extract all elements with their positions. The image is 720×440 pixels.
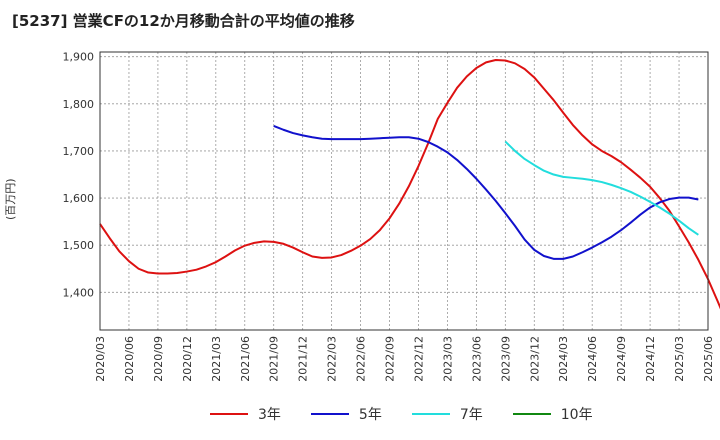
x-tick-label: 2020/12 — [181, 336, 194, 382]
series-line-5年 — [273, 125, 699, 260]
x-tick-label: 2021/12 — [297, 336, 310, 382]
legend-item: 10年 — [512, 404, 593, 424]
series-lines — [99, 59, 720, 310]
legend-label: 3年 — [258, 407, 281, 423]
y-tick-label: 1,700 — [63, 145, 95, 158]
y-tick-label: 1,900 — [63, 51, 95, 64]
x-tick-label: 2024/09 — [615, 336, 628, 382]
x-tick-label: 2022/12 — [412, 336, 425, 382]
legend-item: 5年 — [310, 404, 382, 424]
y-tick-label: 1,500 — [63, 239, 95, 252]
x-tick-labels: 2020/03 2020/06 2020/09 2020/12 2021/03 2021/… — [94, 336, 715, 382]
legend-swatch — [512, 413, 551, 415]
legend-swatch — [310, 413, 349, 415]
y-tick-labels: 1,400 1,500 1,600 1,700 1,800 1,900 — [63, 51, 95, 300]
x-tick-label: 2020/06 — [123, 336, 136, 382]
x-tick-label: 2024/03 — [557, 336, 570, 382]
x-tick-label: 2021/09 — [268, 336, 281, 382]
x-tick-label: 2022/09 — [384, 336, 397, 382]
x-tick-label: 2024/12 — [644, 336, 657, 382]
x-tick-label: 2023/03 — [441, 336, 454, 382]
y-tick-label: 1,800 — [63, 98, 95, 111]
page-title: [5237] 営業CFの12か月移動合計の平均値の推移 — [12, 12, 355, 30]
legend: 3年 5年 7年 10年 — [210, 404, 593, 424]
x-tick-label: 2021/03 — [210, 336, 223, 382]
x-tick-label: 2022/06 — [355, 336, 368, 382]
legend-swatch — [411, 413, 450, 415]
legend-label: 10年 — [560, 407, 593, 423]
y-tick-label: 1,400 — [63, 286, 95, 299]
x-tick-label: 2020/03 — [94, 336, 107, 382]
y-tick-label: 1,600 — [63, 192, 95, 205]
series-line-7年 — [504, 140, 699, 236]
x-tick-label: 2023/12 — [528, 336, 541, 382]
plot-frame — [99, 51, 709, 331]
series-line-3年 — [99, 59, 720, 310]
legend-swatch — [210, 413, 248, 415]
x-tick-label: 2020/09 — [152, 336, 165, 382]
x-tick-label: 2023/09 — [499, 336, 512, 382]
x-tick-label: 2025/03 — [673, 336, 686, 382]
x-tick-label: 2023/06 — [470, 336, 483, 382]
legend-label: 7年 — [459, 407, 483, 423]
grid-lines — [99, 52, 709, 330]
legend-label: 5年 — [358, 407, 382, 423]
x-tick-label: 2021/06 — [239, 336, 252, 382]
x-tick-label: 2022/03 — [326, 336, 339, 382]
x-tick-label: 2024/06 — [586, 336, 599, 382]
x-tick-label: 2025/06 — [702, 336, 715, 382]
legend-item: 3年 — [210, 404, 281, 424]
legend-item: 7年 — [411, 404, 483, 424]
